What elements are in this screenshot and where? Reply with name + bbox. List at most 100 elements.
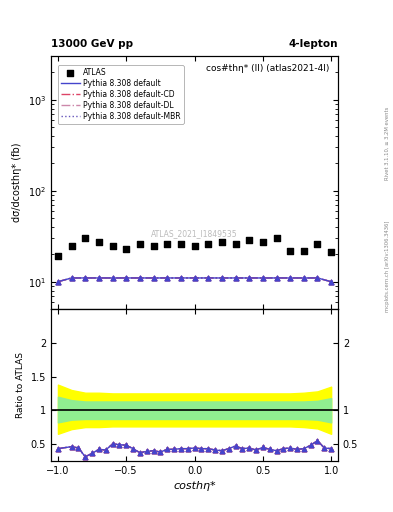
Point [246,274,252,282]
Point [260,274,266,282]
Point [307,441,314,450]
Point [198,444,204,453]
Point [260,274,266,282]
Point [171,445,177,454]
Pythia 8.308 default-DL [165,275,169,281]
Point [328,278,334,286]
Point [328,278,334,286]
Point [55,278,61,286]
Point [266,445,273,454]
Pythia 8.308 default [165,275,169,281]
Legend: ATLAS, Pythia 8.308 default, Pythia 8.308 default-CD, Pythia 8.308 default-DL, P: ATLAS, Pythia 8.308 default, Pythia 8.30… [58,65,184,124]
Point [219,446,225,455]
ATLAS [191,242,198,250]
Point [301,444,307,453]
Point [109,440,116,448]
ATLAS [260,239,266,247]
Line: Pythia 8.308 default-DL: Pythia 8.308 default-DL [58,278,331,282]
Point [130,444,136,453]
Line: Pythia 8.308 default: Pythia 8.308 default [58,278,331,282]
Point [157,448,163,456]
Point [123,441,129,450]
Point [246,444,252,452]
Pythia 8.308 default-DL [220,275,224,281]
Point [226,444,232,453]
Point [253,446,259,454]
Point [205,444,211,453]
Point [232,274,239,282]
Point [178,444,184,453]
Point [123,274,129,282]
Y-axis label: dσ/dcosthη* (fb): dσ/dcosthη* (fb) [13,143,22,223]
Pythia 8.308 default-MBR [220,275,224,281]
Point [246,444,252,452]
Point [301,274,307,282]
Pythia 8.308 default-DL [288,275,292,281]
Pythia 8.308 default-DL [124,275,129,281]
Point [143,447,150,456]
Point [96,274,102,282]
Point [151,446,157,455]
Point [164,445,170,454]
Point [280,444,286,453]
Pythia 8.308 default-DL [247,275,252,281]
Point [307,441,314,450]
Point [123,441,129,450]
ATLAS [109,242,116,250]
Point [68,442,75,451]
Point [123,274,129,282]
Point [191,444,198,452]
Pythia 8.308 default-MBR [329,279,334,285]
Point [232,442,239,450]
Point [143,447,150,456]
Pythia 8.308 default-CD [220,275,224,281]
Point [96,445,102,454]
Pythia 8.308 default-MBR [288,275,292,281]
Point [103,446,109,454]
Pythia 8.308 default [206,275,211,281]
Point [212,446,218,454]
Point [137,274,143,282]
Point [96,274,102,282]
Point [164,274,170,282]
Point [212,446,218,454]
Pythia 8.308 default-CD [192,275,197,281]
Point [321,444,327,452]
Pythia 8.308 default-DL [274,275,279,281]
Point [89,450,95,458]
Pythia 8.308 default-CD [261,275,265,281]
Point [178,274,184,282]
Point [68,274,75,282]
Point [191,274,198,282]
Point [205,274,211,282]
Point [116,440,123,449]
Pythia 8.308 default-MBR [124,275,129,281]
Point [130,444,136,453]
Point [103,446,109,454]
Point [96,274,102,282]
Pythia 8.308 default-CD [301,275,306,281]
Pythia 8.308 default-CD [315,275,320,281]
Text: 13000 GeV pp: 13000 GeV pp [51,38,133,49]
Pythia 8.308 default-CD [329,279,334,285]
Point [164,445,170,454]
Point [191,274,198,282]
Pythia 8.308 default [151,275,156,281]
ATLAS [274,234,280,242]
Pythia 8.308 default [138,275,142,281]
Pythia 8.308 default-CD [178,275,183,281]
Point [314,436,321,444]
Point [314,274,321,282]
ATLAS [205,240,211,248]
Point [191,444,198,452]
Point [219,446,225,455]
Point [321,444,327,452]
Point [260,443,266,452]
Point [130,444,136,453]
Point [198,444,204,453]
Point [109,274,116,282]
Point [171,445,177,454]
Point [68,274,75,282]
Pythia 8.308 default [301,275,306,281]
Point [55,444,61,453]
